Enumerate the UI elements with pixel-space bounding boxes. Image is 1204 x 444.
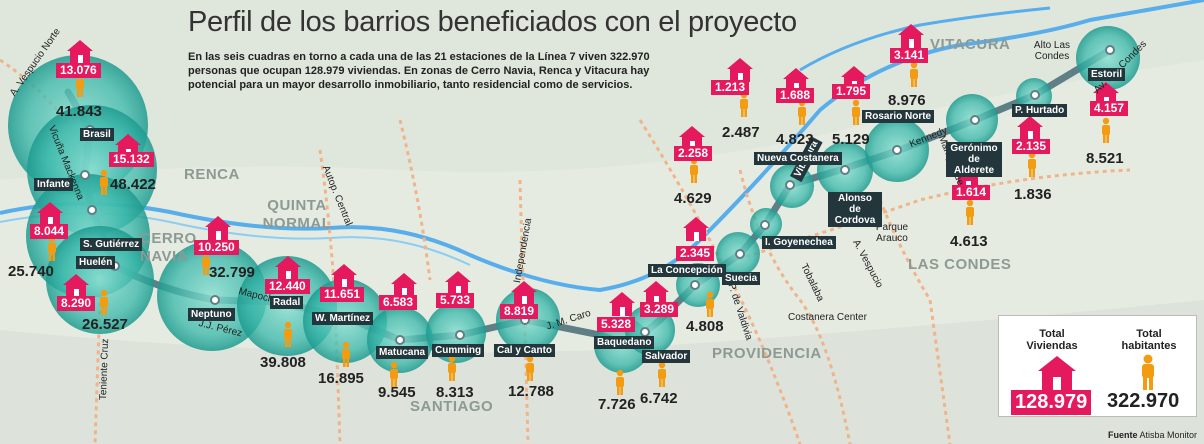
landmark-costanera-center: Costanera Center: [788, 312, 867, 323]
legend-viviendas-total: 128.979: [1011, 390, 1092, 415]
district-santiago: SANTIAGO: [410, 398, 494, 415]
habitantes-neptuno: 32.799: [209, 264, 255, 281]
road-teniente-cruz: Teniente Cruz: [98, 338, 112, 401]
habitantes-geronimo: 1.836: [1014, 186, 1052, 203]
habitantes-s-gutierrez: 25.740: [8, 263, 54, 280]
district-providencia: PROVIDENCIA: [712, 345, 822, 362]
habitantes-matucana: 9.545: [378, 384, 416, 401]
habitantes-cumming: 8.313: [436, 384, 474, 401]
station-label-infante[interactable]: Infante: [34, 178, 73, 191]
legend-person-icon: [1142, 354, 1154, 390]
habitantes-brasil: 41.843: [56, 103, 102, 120]
viviendas-cal-y-canto: 8.819: [500, 304, 539, 319]
station-label-p-hurtado[interactable]: P. Hurtado: [1012, 104, 1068, 117]
landmark-alto-las-condes: Alto Las Condes: [1033, 40, 1071, 62]
viviendas-alonso-de-cordova: 1.614: [952, 185, 991, 200]
station-label-rosario-norte[interactable]: Rosario Norte: [862, 110, 935, 123]
habitantes-p-hurtado: 8.521: [1086, 150, 1124, 167]
station-label-matucana[interactable]: Matucana: [376, 346, 429, 359]
district-las-condes: LAS CONDES: [908, 256, 1012, 273]
legend-viviendas-label: Total Viviendas: [1026, 328, 1078, 352]
viviendas-la-concepcion: 2.345: [676, 246, 715, 261]
station-label-estoril[interactable]: Estoril: [1088, 68, 1126, 81]
legend-habitantes-label: Total habitantes: [1121, 328, 1177, 352]
lowland-area: [0, 300, 1204, 444]
station-label-la-concepcion[interactable]: La Concepción: [648, 264, 726, 277]
viviendas-w-martinez: 11.651: [320, 287, 365, 302]
landmark-parque-arauco: Parque Arauco: [875, 222, 909, 244]
viviendas-rosario-norte: 3.141: [890, 48, 929, 63]
district-renca: RENCA: [184, 166, 240, 183]
station-label-i-goyenechea[interactable]: I. Goyenechea: [762, 236, 836, 249]
viviendas-matucana: 6.583: [379, 295, 418, 310]
viviendas-s-gutierrez: 8.044: [30, 224, 69, 239]
station-label-cal-y-canto[interactable]: Cal y Canto: [494, 344, 556, 357]
habitantes-radal: 39.808: [260, 354, 306, 371]
habitantes-alonso-de-cordova: 4.613: [950, 233, 988, 250]
habitantes-w-martinez: 16.895: [318, 370, 364, 387]
viviendas-suecia: 2.258: [674, 146, 713, 161]
station-label-alonso-de-cordova[interactable]: Alonso de Cordova: [828, 192, 882, 227]
station-label-nueva-costanera[interactable]: Nueva Costanera: [754, 152, 842, 165]
legend-house-icon: [1038, 356, 1076, 390]
legend-box: Total Viviendas Total habitantes 128.979…: [998, 315, 1197, 417]
habitantes-suecia: 4.629: [674, 190, 712, 207]
station-label-cumming[interactable]: Cumming: [432, 344, 485, 357]
station-label-huelen[interactable]: Huelén: [76, 256, 116, 269]
station-label-s-gutierrez[interactable]: S. Gutiérrez: [80, 238, 143, 251]
station-label-salvador[interactable]: Salvador: [642, 350, 691, 363]
station-label-suecia[interactable]: Suecia: [722, 272, 761, 285]
viviendas-neptuno: 10.250: [194, 240, 239, 255]
viviendas-geronimo: 2.135: [1012, 139, 1051, 154]
habitantes-la-concepcion: 4.808: [686, 318, 724, 335]
habitantes-nueva-costanera: 5.129: [832, 131, 870, 148]
habitantes-baquedano: 7.726: [598, 396, 636, 413]
viviendas-brasil: 13.076: [56, 63, 101, 78]
source-text: Atisba Monitor: [1139, 430, 1198, 440]
district-cerro-navia: CERRO NAVIA: [140, 230, 197, 265]
viviendas-radal: 12.440: [265, 279, 310, 294]
viviendas-infante: 15.132: [109, 152, 154, 167]
station-label-geronimo-de-alderete[interactable]: Gerónimo de Alderete: [946, 142, 1002, 177]
habitantes-infante: 48.422: [110, 176, 156, 193]
source-note: Fuente Atisba Monitor: [1108, 430, 1197, 440]
viviendas-baquedano: 5.328: [597, 317, 636, 332]
viviendas-vitacura: 1.688: [776, 88, 815, 103]
habitantes-i-goyenechea: 2.487: [722, 124, 760, 141]
source-label: Fuente: [1108, 430, 1138, 440]
viviendas-p-hurtado: 4.157: [1090, 101, 1129, 116]
habitantes-cal-y-canto: 12.788: [508, 383, 554, 400]
viviendas-salvador: 3.289: [640, 302, 679, 317]
district-vitacura: VITACURA: [930, 36, 1011, 53]
station-label-radal[interactable]: Radal: [270, 296, 304, 309]
station-label-brasil[interactable]: Brasil: [80, 128, 114, 141]
viviendas-huelen: 8.290: [57, 296, 96, 311]
page-title: Perfil de los barrios beneficiados con e…: [188, 6, 797, 38]
page-subtitle: En las seis cuadras en torno a cada una …: [188, 51, 650, 91]
station-label-baquedano[interactable]: Baquedano: [594, 336, 655, 349]
station-label-neptuno[interactable]: Neptuno: [188, 308, 235, 321]
district-quinta-normal: QUINTA NORMAL: [262, 197, 332, 232]
viviendas-cumming: 5.733: [436, 293, 475, 308]
viviendas-i-goyenechea: 1.213: [711, 80, 750, 95]
habitantes-salvador: 6.742: [640, 390, 678, 407]
station-label-w-martinez[interactable]: W. Martínez: [312, 312, 374, 325]
habitantes-rosario-norte: 8.976: [888, 92, 926, 109]
habitantes-huelen: 26.527: [82, 316, 128, 333]
legend-habitantes-total: 322.970: [1107, 390, 1180, 412]
canal-north: [799, 6, 1051, 72]
viviendas-nueva-costanera: 1.795: [832, 84, 871, 99]
habitantes-vitacura: 4.823: [776, 131, 814, 148]
